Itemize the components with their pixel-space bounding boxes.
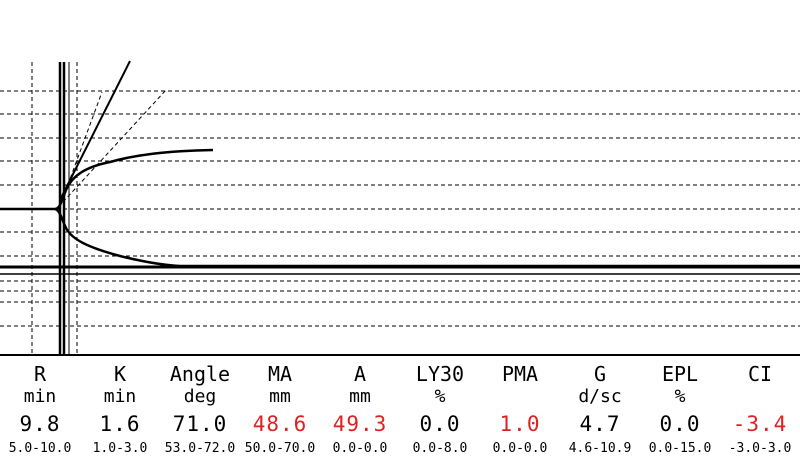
param-unit: d/sc [578,386,622,407]
param-name: LY30 [415,362,465,386]
param-name: CI [747,362,773,386]
param-name: K [113,362,127,386]
param-value: 71.0 [172,412,228,436]
param-name: G [593,362,607,386]
param-ref: 1.0-3.0 [92,441,148,456]
horizontal-grid [0,90,800,327]
param-ref: 53.0-72.0 [164,441,236,456]
param-unit: deg [183,386,217,407]
param-name: MA [267,362,293,386]
param-ref: 0.0-0.0 [492,441,548,456]
param-unit: min [23,386,57,407]
param-value: 48.6 [252,412,308,436]
param-value: 9.8 [19,412,61,436]
time-markers [31,62,78,355]
param-unit: % [434,386,446,407]
param-name: PMA [501,362,539,386]
trace-lower [54,207,800,268]
param-value: 0.0 [419,412,461,436]
param-name: A [353,362,367,386]
param-unit: min [103,386,137,407]
param-ref: -3.0-3.0 [728,441,792,456]
param-unit: mm [269,386,291,407]
tracing-area [0,60,800,356]
param-value: 1.6 [99,412,141,436]
param-ref: 50.0-70.0 [244,441,316,456]
param-value: -3.4 [732,412,788,436]
param-ref: 0.0-0.0 [332,441,388,456]
param-value: 49.3 [332,412,388,436]
angle-guide-upper [62,91,103,199]
angle-guide-lower [62,89,167,203]
param-ref: 5.0-10.0 [8,441,72,456]
trace-upper [0,148,214,211]
param-unit: % [674,386,686,407]
param-unit: mm [349,386,371,407]
param-value: 0.0 [659,412,701,436]
param-ref: 0.0-8.0 [412,441,468,456]
angle-line [59,60,131,201]
param-name: EPL [661,362,699,386]
param-name: Angle [169,362,231,386]
param-ref: 0.0-15.0 [648,441,712,456]
param-value: 1.0 [499,412,541,436]
param-ref: 4.6-10.9 [568,441,632,456]
param-name: R [33,362,47,386]
param-value: 4.7 [579,412,621,436]
